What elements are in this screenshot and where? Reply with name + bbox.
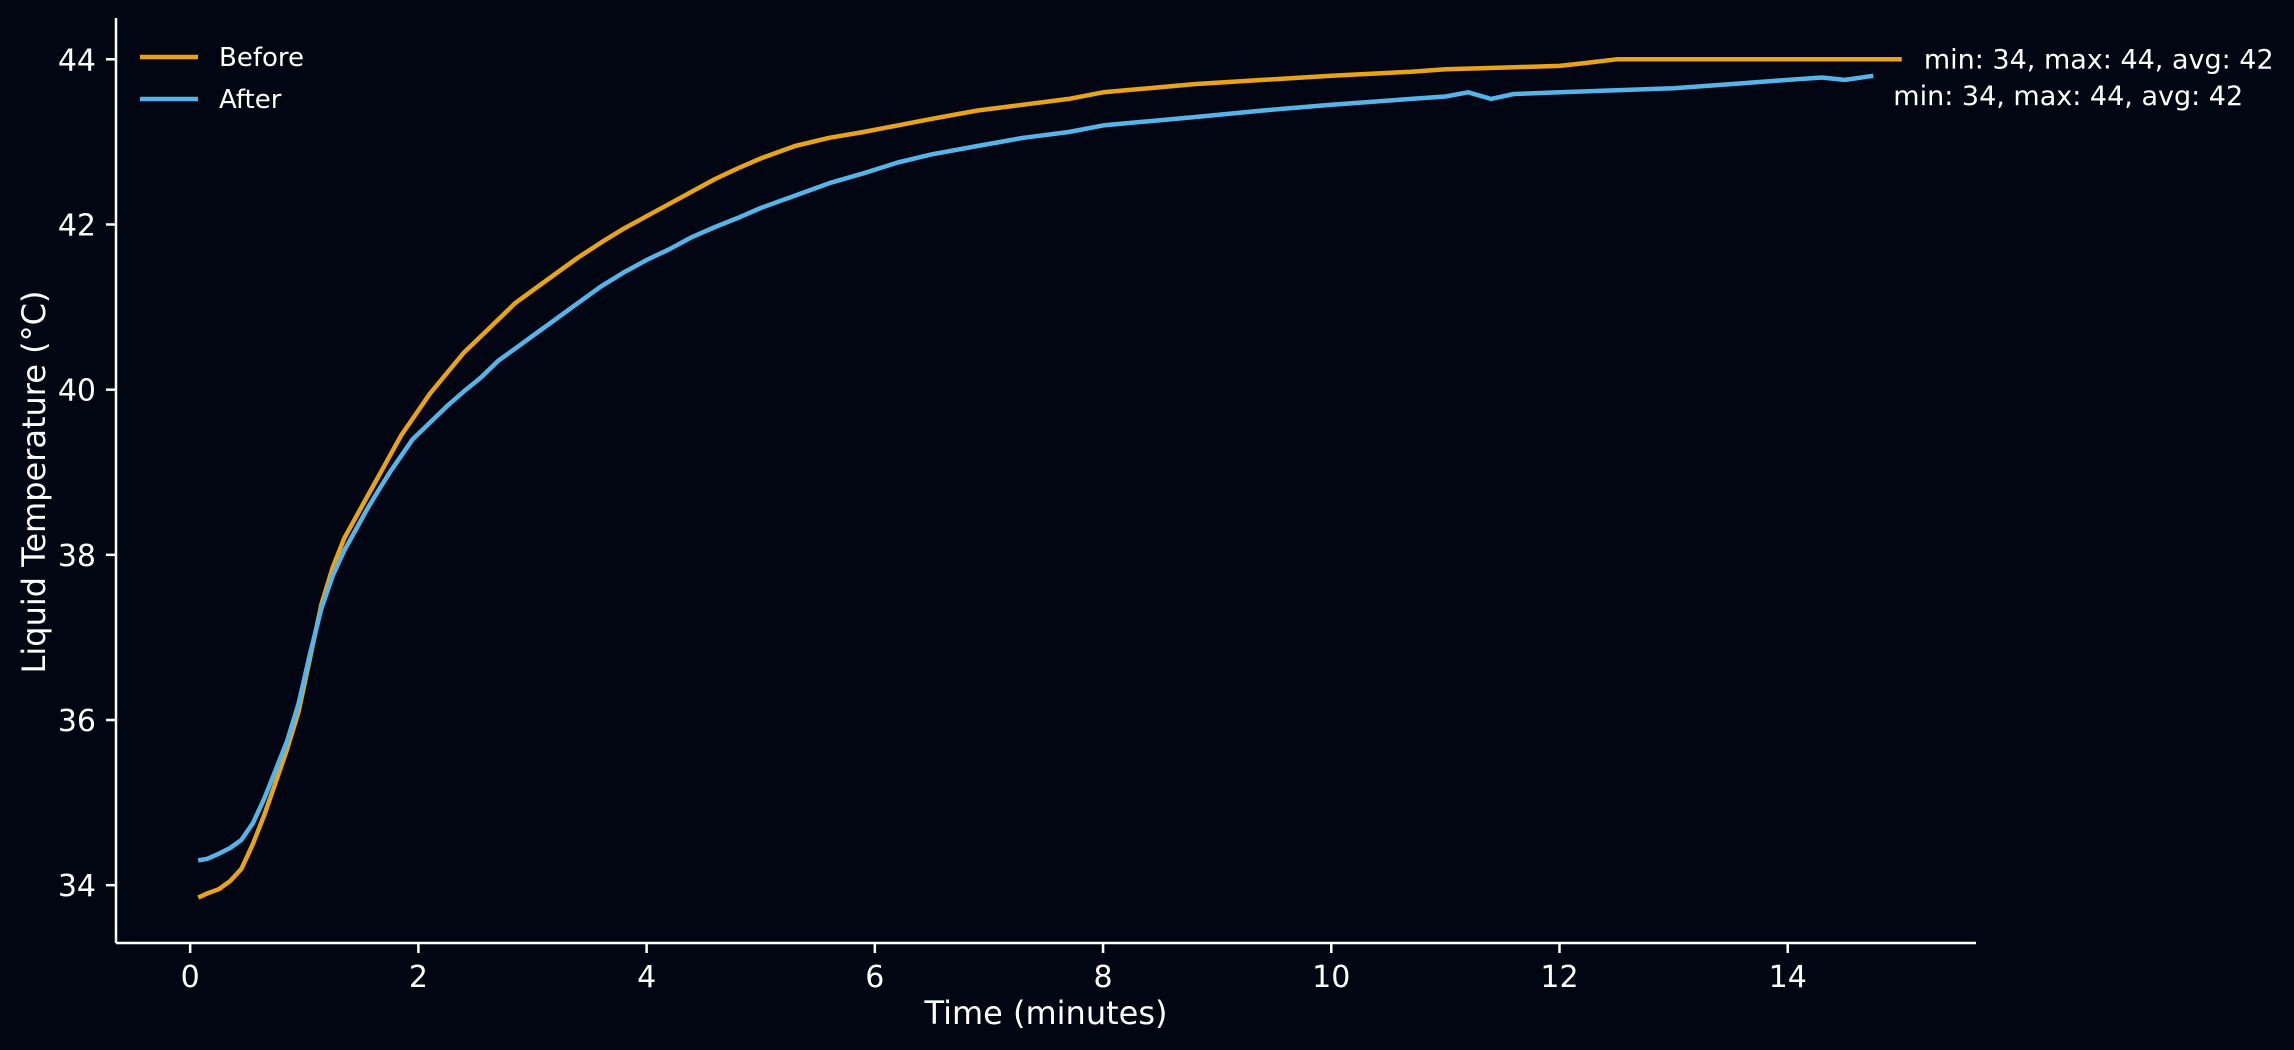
- series-layer: [197, 57, 1902, 900]
- y-tick-label: 38: [58, 539, 96, 574]
- y-tick-label: 36: [58, 704, 96, 739]
- x-tick-label: 14: [1769, 960, 1807, 995]
- x-tick-label: 8: [1094, 960, 1113, 995]
- x-tick-label: 2: [409, 960, 428, 995]
- x-tick-label: 12: [1540, 960, 1578, 995]
- x-tick-label: 0: [181, 960, 200, 995]
- y-tick-label: 44: [58, 43, 96, 78]
- series-line-before: [197, 57, 1902, 900]
- y-tick-label: 42: [58, 208, 96, 243]
- x-tick-label: 6: [865, 960, 884, 995]
- x-tick-label: 10: [1312, 960, 1350, 995]
- ticks: 0 2 4 6 8 10 12 14 34 36 38 40 42 44: [58, 43, 1807, 995]
- series-annotation-before: min: 34, max: 44, avg: 42: [1924, 44, 2274, 75]
- annotations: min: 34, max: 44, avg: 42 min: 34, max: 4…: [1893, 44, 2273, 112]
- series-line-after: [197, 73, 1874, 863]
- legend-label-before: Before: [219, 43, 304, 73]
- y-tick-label: 40: [58, 374, 96, 409]
- series-annotation-after: min: 34, max: 44, avg: 42: [1893, 81, 2243, 112]
- legend-label-after: After: [219, 85, 282, 115]
- y-tick-label: 34: [58, 869, 96, 904]
- x-tick-label: 4: [637, 960, 656, 995]
- legend: Before After: [140, 43, 304, 115]
- y-axis-label: Liquid Temperature (°C): [15, 291, 53, 674]
- axes: [114, 18, 1976, 945]
- x-axis-label: Time (minutes): [924, 994, 1168, 1032]
